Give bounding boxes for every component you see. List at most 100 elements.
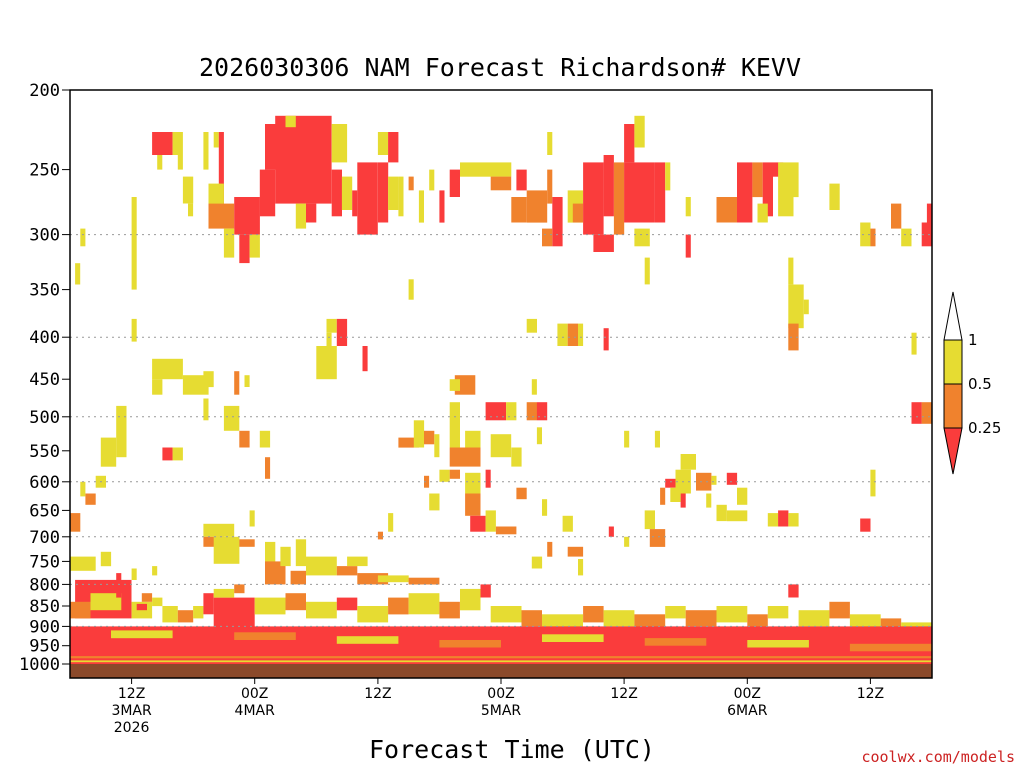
heatmap-cell: [162, 447, 173, 461]
heatmap-cell: [439, 469, 450, 482]
heatmap-cell: [357, 606, 389, 623]
heatmap-cell: [665, 162, 671, 191]
heatmap-cell: [111, 630, 173, 639]
heatmap-cell: [254, 597, 286, 615]
heatmap-cell: [239, 234, 250, 264]
y-tick-label: 950: [29, 637, 60, 657]
heatmap-cell: [670, 487, 681, 502]
x-tick-label: 6MAR: [727, 703, 768, 719]
heatmap-cell: [398, 176, 404, 217]
heatmap-cell: [921, 402, 932, 424]
y-tick-label: 900: [29, 617, 60, 637]
heatmap-cell: [408, 577, 440, 585]
heatmap-cell: [711, 475, 717, 485]
heatmap-cell: [152, 358, 183, 380]
legend-arrow-top: [943, 291, 963, 341]
heatmap-cell: [665, 606, 686, 619]
y-tick-label: 200: [29, 81, 60, 101]
heatmap-cell: [295, 203, 307, 229]
heatmap-cell: [526, 318, 537, 333]
heatmap-cell: [449, 169, 460, 197]
heatmap-cell: [331, 169, 342, 217]
heatmap-cell: [203, 536, 224, 547]
heatmap-cell: [388, 176, 399, 210]
heatmap-cell: [116, 405, 127, 458]
heatmap-cell: [547, 132, 553, 155]
y-tick-label: 300: [29, 226, 60, 246]
heatmap-cell: [685, 197, 691, 217]
heatmap-cell: [634, 115, 645, 148]
heatmap-cell: [85, 493, 96, 505]
heatmap-cell: [249, 510, 255, 527]
heatmap-cell: [490, 434, 512, 458]
heatmap-cell: [413, 420, 425, 448]
heatmap-cell: [747, 614, 768, 631]
heatmap-cell: [460, 588, 481, 611]
heatmap-cell: [275, 115, 332, 204]
y-tick-label: 450: [29, 370, 60, 390]
heatmap-cell: [234, 197, 260, 235]
heatmap-cell: [603, 328, 609, 351]
y-tick-label: 350: [29, 281, 60, 301]
heatmap-cell: [152, 379, 163, 395]
y-tick-label: 550: [29, 442, 60, 462]
x-tick-label: 4MAR: [235, 703, 276, 719]
heatmap-cell: [860, 222, 871, 247]
heatmap-cell: [557, 323, 568, 346]
heatmap-cell: [326, 332, 332, 355]
heatmap-cell: [803, 299, 809, 315]
y-tick-label: 250: [29, 161, 60, 181]
heatmap-cell: [70, 660, 932, 663]
heatmap-cell: [542, 499, 548, 516]
heatmap-cell: [798, 610, 830, 627]
heatmap-cell: [583, 606, 604, 623]
heatmap-cell: [767, 513, 779, 527]
legend-label: 0.5: [968, 375, 992, 393]
heatmap-cell: [152, 566, 158, 576]
heatmap-cell: [80, 228, 86, 247]
heatmap-cell: [75, 263, 81, 285]
heatmap-cell: [762, 162, 773, 217]
heatmap-cell: [485, 469, 491, 488]
heatmap-cell: [70, 556, 96, 571]
heatmap-cell: [921, 222, 932, 247]
heatmap-cell: [793, 162, 799, 198]
heatmap-cell: [182, 375, 209, 395]
heatmap-cell: [213, 536, 240, 564]
heatmap-cell: [485, 510, 496, 532]
heatmap-cell: [341, 176, 353, 210]
heatmap-cell: [203, 371, 214, 388]
heatmap-cell: [424, 430, 435, 445]
y-tick-label: 800: [29, 575, 60, 595]
legend-label: 0.25: [968, 419, 1001, 437]
heatmap-cell: [726, 510, 748, 522]
heatmap-cell: [331, 124, 348, 163]
chart-title: 2026030306 NAM Forecast Richardson# KEVV: [199, 53, 801, 82]
heatmap-cell: [860, 518, 871, 532]
heatmap-cell: [449, 379, 460, 391]
heatmap-cell: [377, 162, 389, 223]
legend-swatch: [943, 383, 963, 429]
y-tick-label: 750: [29, 552, 60, 572]
heatmap-cell: [613, 162, 625, 235]
heatmap-cell: [542, 634, 604, 642]
heatmap-cell: [757, 203, 768, 223]
heatmap-cell: [778, 162, 794, 217]
heatmap-cell: [306, 601, 337, 619]
heatmap-cell: [377, 575, 409, 583]
heatmap-cell: [239, 539, 255, 547]
heatmap-cell: [285, 115, 296, 128]
heatmap-cell: [259, 169, 276, 217]
heatmap-cell: [624, 162, 655, 223]
heatmap-cell: [388, 132, 399, 163]
y-tick-label: 850: [29, 597, 60, 617]
heatmap-cell: [295, 539, 307, 567]
heatmap-cell: [706, 493, 712, 508]
y-axis: 200 250 300 350 400 450 500 550 600 650 700 750 8008…: [19, 81, 70, 675]
heatmap-cell: [552, 197, 563, 247]
heatmap-cell: [203, 398, 209, 421]
heatmap-cell: [223, 228, 235, 258]
heatmap-cell: [726, 472, 738, 485]
heatmap-cell: [737, 487, 748, 505]
y-tick-label: 1000: [19, 655, 60, 675]
